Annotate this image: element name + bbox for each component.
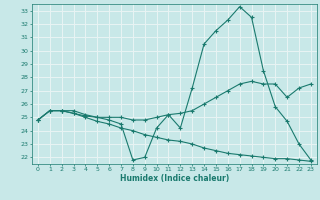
X-axis label: Humidex (Indice chaleur): Humidex (Indice chaleur) — [120, 174, 229, 183]
